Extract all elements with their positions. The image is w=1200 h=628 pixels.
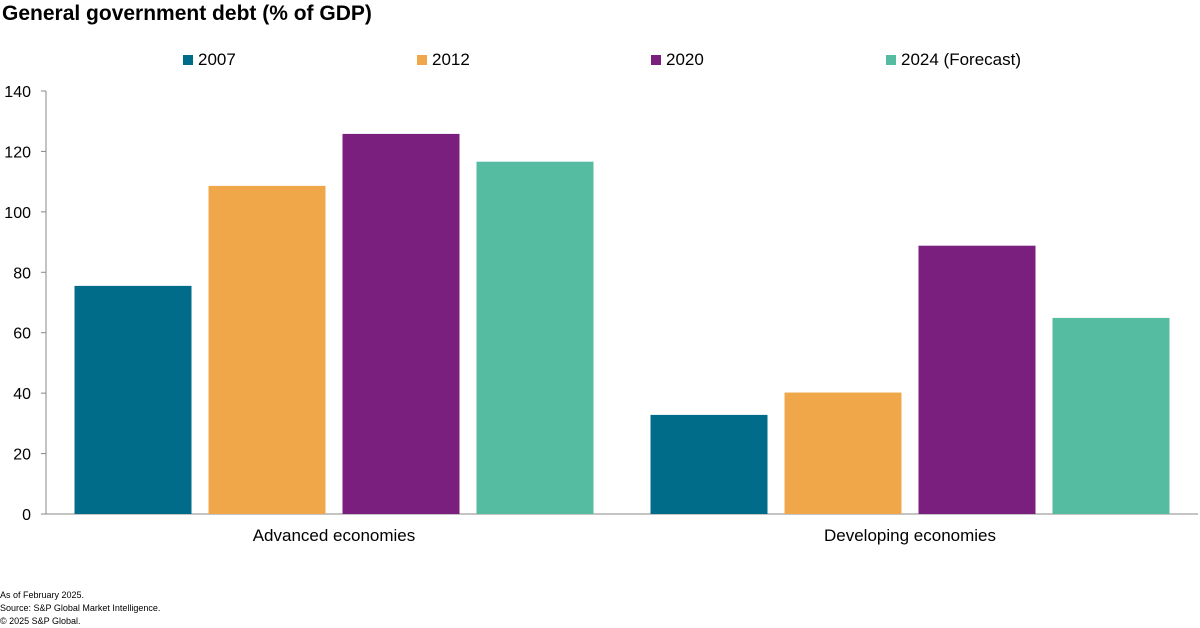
legend-item-2024-forecast: 2024 (Forecast) [886, 50, 1021, 70]
legend-label-2012: 2012 [432, 50, 470, 69]
bar-developing-economies-2020 [918, 245, 1036, 514]
y-tick-label-80: 80 [13, 265, 31, 282]
legend-label-2024-forecast: 2024 (Forecast) [901, 50, 1021, 69]
y-tick-label-40: 40 [13, 386, 31, 403]
bar-developing-economies-2024-forecast [1052, 317, 1170, 514]
bar-developing-economies-2012 [784, 392, 902, 514]
bar-advanced-economies-2020 [342, 133, 460, 514]
footnote-source: Source: S&P Global Market Intelligence. [0, 603, 161, 613]
chart-title: General government debt (% of GDP) [2, 2, 372, 25]
bar-advanced-economies-2012 [208, 185, 326, 514]
footnote-as-of: As of February 2025. [0, 590, 85, 600]
legend-swatch-2007 [183, 55, 193, 65]
legend-swatch-2024-forecast [886, 55, 896, 65]
footnote-copyright: © 2025 S&P Global. [0, 616, 81, 626]
legend-label-2020: 2020 [666, 50, 704, 69]
y-tick-label-0: 0 [22, 507, 31, 524]
category-label-advanced-economies: Advanced economies [253, 526, 416, 545]
y-tick-label-60: 60 [13, 326, 31, 343]
y-tick-label-120: 120 [4, 144, 31, 161]
category-label-developing-economies: Developing economies [824, 526, 996, 545]
y-tick-label-140: 140 [4, 84, 31, 101]
legend-label-2007: 2007 [198, 50, 236, 69]
legend-item-2020: 2020 [651, 50, 704, 70]
y-tick-label-20: 20 [13, 447, 31, 464]
legend-swatch-2020 [651, 55, 661, 65]
bar-developing-economies-2007 [650, 414, 768, 514]
legend-item-2007: 2007 [183, 50, 236, 70]
legend-swatch-2012 [417, 55, 427, 65]
bar-advanced-economies-2007 [74, 285, 192, 514]
footnotes: As of February 2025. Source: S&P Global … [0, 589, 160, 628]
legend: 2007 2012 2020 2024 (Forecast) [0, 50, 1200, 72]
bar-advanced-economies-2024-forecast [476, 161, 594, 515]
legend-item-2012: 2012 [417, 50, 470, 70]
y-tick-label-100: 100 [4, 205, 31, 222]
